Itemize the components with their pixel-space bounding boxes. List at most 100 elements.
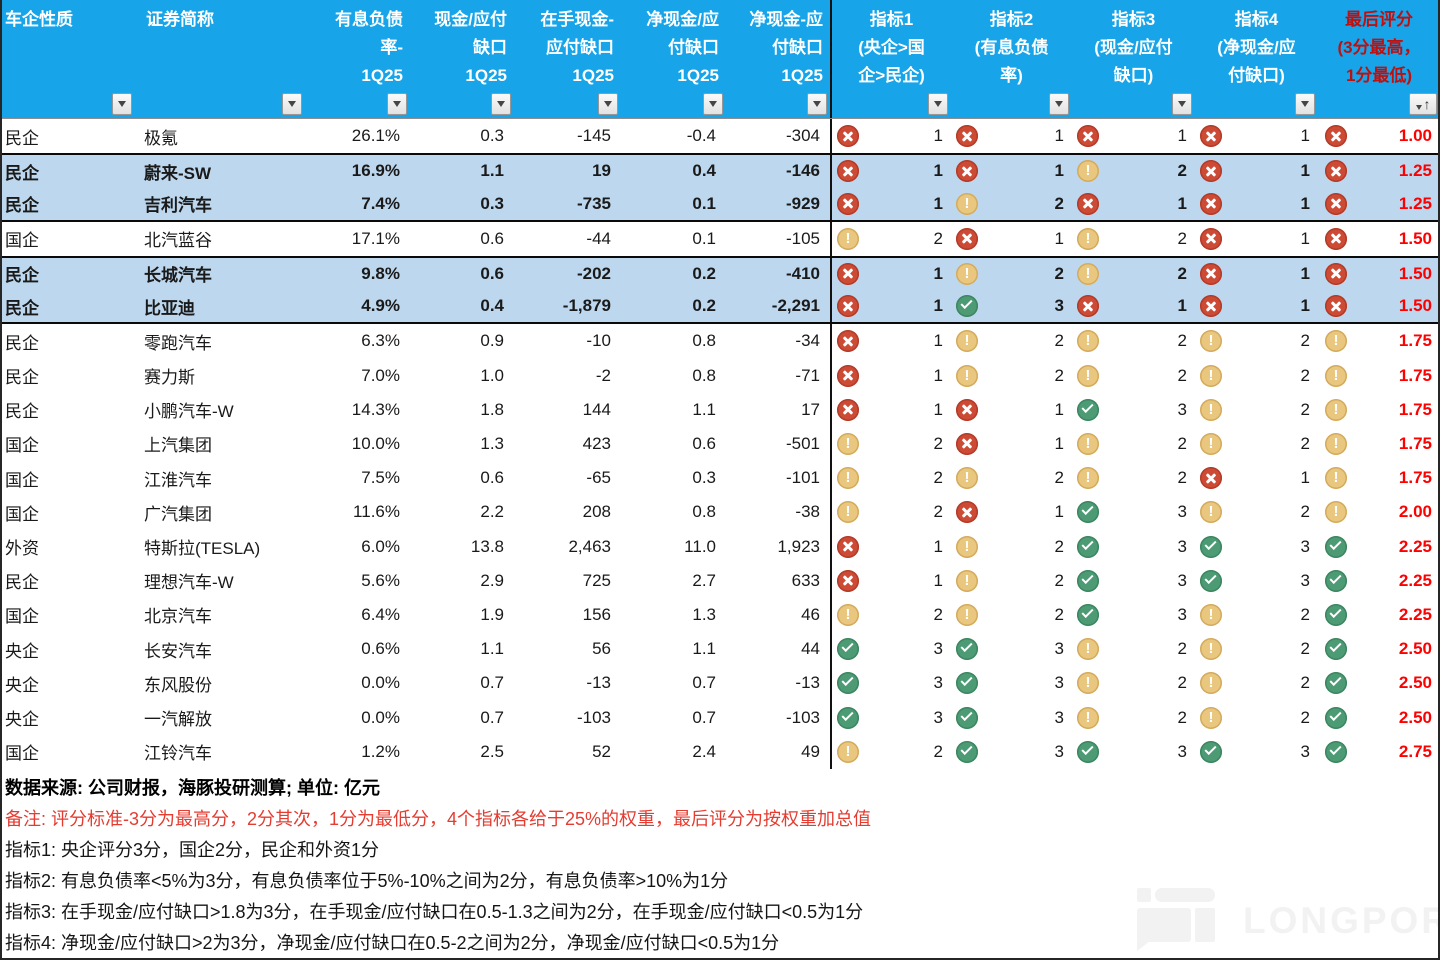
- net-cash-ratio-cell[interactable]: 0.8: [692, 365, 716, 385]
- filter-button-indicator4[interactable]: [1295, 93, 1315, 115]
- indicator1-cell[interactable]: 1: [830, 155, 951, 188]
- cash-gap-ratio-cell[interactable]: 0.9: [480, 331, 504, 351]
- debt-ratio-cell[interactable]: 6.0%: [361, 536, 400, 556]
- debt-ratio-cell[interactable]: 1.2%: [361, 741, 400, 761]
- cash-gap-ratio-cell[interactable]: 1.3: [480, 433, 504, 453]
- ownership-cell[interactable]: 民企: [5, 298, 39, 318]
- ownership-cell[interactable]: 国企: [5, 470, 39, 490]
- indicator1-cell[interactable]: 1: [830, 119, 951, 154]
- net-cash-ratio-cell[interactable]: 0.1: [692, 228, 716, 248]
- ownership-cell[interactable]: 民企: [5, 333, 39, 353]
- cash-minus-gap-cell[interactable]: 56: [592, 639, 611, 659]
- filter-button-final-score-sorted[interactable]: ↑: [1409, 93, 1437, 115]
- indicator1-cell[interactable]: ! 2: [830, 495, 951, 530]
- company-name-cell[interactable]: 北京汽车: [144, 607, 212, 627]
- net-cash-minus-gap-cell[interactable]: -105: [785, 228, 820, 248]
- company-name-cell[interactable]: 极氪: [144, 128, 178, 148]
- net-cash-minus-gap-cell[interactable]: -101: [785, 468, 820, 488]
- net-cash-ratio-cell[interactable]: 0.8: [692, 502, 716, 522]
- company-name-cell[interactable]: 吉利汽车: [144, 196, 212, 215]
- indicator3-cell[interactable]: ! 2: [1072, 427, 1195, 461]
- indicator1-cell[interactable]: 1: [830, 257, 951, 291]
- indicator4-cell[interactable]: 3: [1195, 735, 1318, 769]
- ownership-cell[interactable]: 民企: [5, 402, 39, 422]
- net-cash-minus-gap-cell[interactable]: 17: [801, 399, 820, 419]
- indicator2-cell[interactable]: 1: [951, 393, 1072, 427]
- net-cash-ratio-cell[interactable]: 1.1: [692, 399, 716, 419]
- indicator4-cell[interactable]: ! 2: [1195, 358, 1318, 392]
- indicator4-cell[interactable]: ! 2: [1195, 393, 1318, 427]
- cash-minus-gap-cell[interactable]: -1,879: [562, 296, 611, 316]
- ownership-cell[interactable]: 民企: [5, 368, 39, 388]
- indicator2-cell[interactable]: 1: [951, 495, 1072, 529]
- net-cash-minus-gap-cell[interactable]: -103: [785, 707, 820, 727]
- indicator1-cell[interactable]: ! 2: [830, 461, 951, 496]
- cash-minus-gap-cell[interactable]: -2: [595, 365, 611, 385]
- indicator3-cell[interactable]: ! 2: [1072, 632, 1195, 666]
- company-name-cell[interactable]: 广汽集团: [144, 504, 212, 524]
- net-cash-ratio-cell[interactable]: 0.8: [692, 331, 716, 351]
- indicator2-cell[interactable]: 3: [951, 735, 1072, 769]
- debt-ratio-cell[interactable]: 17.1%: [351, 228, 400, 248]
- filter-button-net-cash-minus-gap[interactable]: [807, 93, 827, 115]
- net-cash-minus-gap-cell[interactable]: -304: [785, 126, 820, 146]
- net-cash-minus-gap-cell[interactable]: 46: [801, 604, 820, 624]
- indicator4-cell[interactable]: ! 2: [1195, 632, 1318, 666]
- indicator4-cell[interactable]: ! 2: [1195, 666, 1318, 700]
- ownership-cell[interactable]: 国企: [5, 744, 39, 764]
- debt-ratio-cell[interactable]: 9.8%: [361, 263, 400, 283]
- cash-minus-gap-cell[interactable]: -735: [576, 193, 611, 213]
- indicator4-cell[interactable]: 1: [1195, 222, 1318, 256]
- net-cash-ratio-cell[interactable]: 0.1: [692, 193, 716, 213]
- final-score-cell[interactable]: 1.50: [1318, 290, 1440, 322]
- ownership-cell[interactable]: 民企: [5, 163, 39, 183]
- indicator1-cell[interactable]: 1: [830, 324, 951, 359]
- net-cash-ratio-cell[interactable]: 1.3: [692, 604, 716, 624]
- net-cash-ratio-cell[interactable]: 2.4: [692, 741, 716, 761]
- indicator1-cell[interactable]: 1: [830, 187, 951, 220]
- cash-gap-ratio-cell[interactable]: 1.1: [480, 639, 504, 659]
- company-name-cell[interactable]: 赛力斯: [144, 368, 195, 388]
- filter-button-indicator2[interactable]: [1049, 93, 1069, 115]
- indicator3-cell[interactable]: ! 2: [1072, 222, 1195, 256]
- indicator3-cell[interactable]: 1: [1072, 290, 1195, 322]
- indicator1-cell[interactable]: 1: [830, 358, 951, 393]
- indicator1-cell[interactable]: 3: [830, 666, 951, 701]
- net-cash-ratio-cell[interactable]: 0.6: [692, 433, 716, 453]
- final-score-cell[interactable]: 1.25: [1318, 187, 1440, 219]
- indicator3-cell[interactable]: ! 2: [1072, 461, 1195, 495]
- cash-minus-gap-cell[interactable]: 144: [582, 399, 611, 419]
- indicator3-cell[interactable]: ! 2: [1072, 258, 1195, 290]
- debt-ratio-cell[interactable]: 0.0%: [361, 673, 400, 693]
- ownership-cell[interactable]: 民企: [5, 573, 39, 593]
- indicator4-cell[interactable]: 1: [1195, 155, 1318, 187]
- cash-gap-ratio-cell[interactable]: 2.2: [480, 502, 504, 522]
- indicator4-cell[interactable]: ! 2: [1195, 495, 1318, 529]
- indicator2-cell[interactable]: ! 2: [951, 258, 1072, 290]
- company-name-cell[interactable]: 零跑汽车: [144, 333, 212, 353]
- final-score-cell[interactable]: ! 1.75: [1318, 324, 1440, 358]
- cash-gap-ratio-cell[interactable]: 0.6: [480, 228, 504, 248]
- indicator3-cell[interactable]: 3: [1072, 598, 1195, 632]
- final-score-cell[interactable]: 2.75: [1318, 735, 1440, 769]
- debt-ratio-cell[interactable]: 11.6%: [353, 502, 400, 522]
- company-name-cell[interactable]: 一汽解放: [144, 710, 212, 730]
- company-name-cell[interactable]: 比亚迪: [144, 298, 195, 318]
- indicator1-cell[interactable]: ! 2: [830, 597, 951, 633]
- net-cash-minus-gap-cell[interactable]: -929: [785, 193, 820, 213]
- cash-gap-ratio-cell[interactable]: 13.8: [470, 536, 504, 556]
- ownership-cell[interactable]: 央企: [5, 641, 39, 661]
- net-cash-minus-gap-cell[interactable]: 44: [801, 639, 820, 659]
- debt-ratio-cell[interactable]: 7.5%: [361, 468, 400, 488]
- cash-minus-gap-cell[interactable]: -103: [576, 707, 611, 727]
- net-cash-ratio-cell[interactable]: 2.7: [692, 570, 716, 590]
- filter-button-ticker[interactable]: [282, 93, 302, 115]
- final-score-cell[interactable]: 2.25: [1318, 598, 1440, 632]
- indicator1-cell[interactable]: 3: [830, 632, 951, 667]
- debt-ratio-cell[interactable]: 5.6%: [361, 570, 400, 590]
- indicator3-cell[interactable]: ! 2: [1072, 700, 1195, 734]
- company-name-cell[interactable]: 小鹏汽车-W: [144, 402, 234, 422]
- company-name-cell[interactable]: 北汽蓝谷: [144, 231, 212, 251]
- net-cash-minus-gap-cell[interactable]: 1,923: [777, 536, 820, 556]
- ownership-cell[interactable]: 国企: [5, 607, 39, 627]
